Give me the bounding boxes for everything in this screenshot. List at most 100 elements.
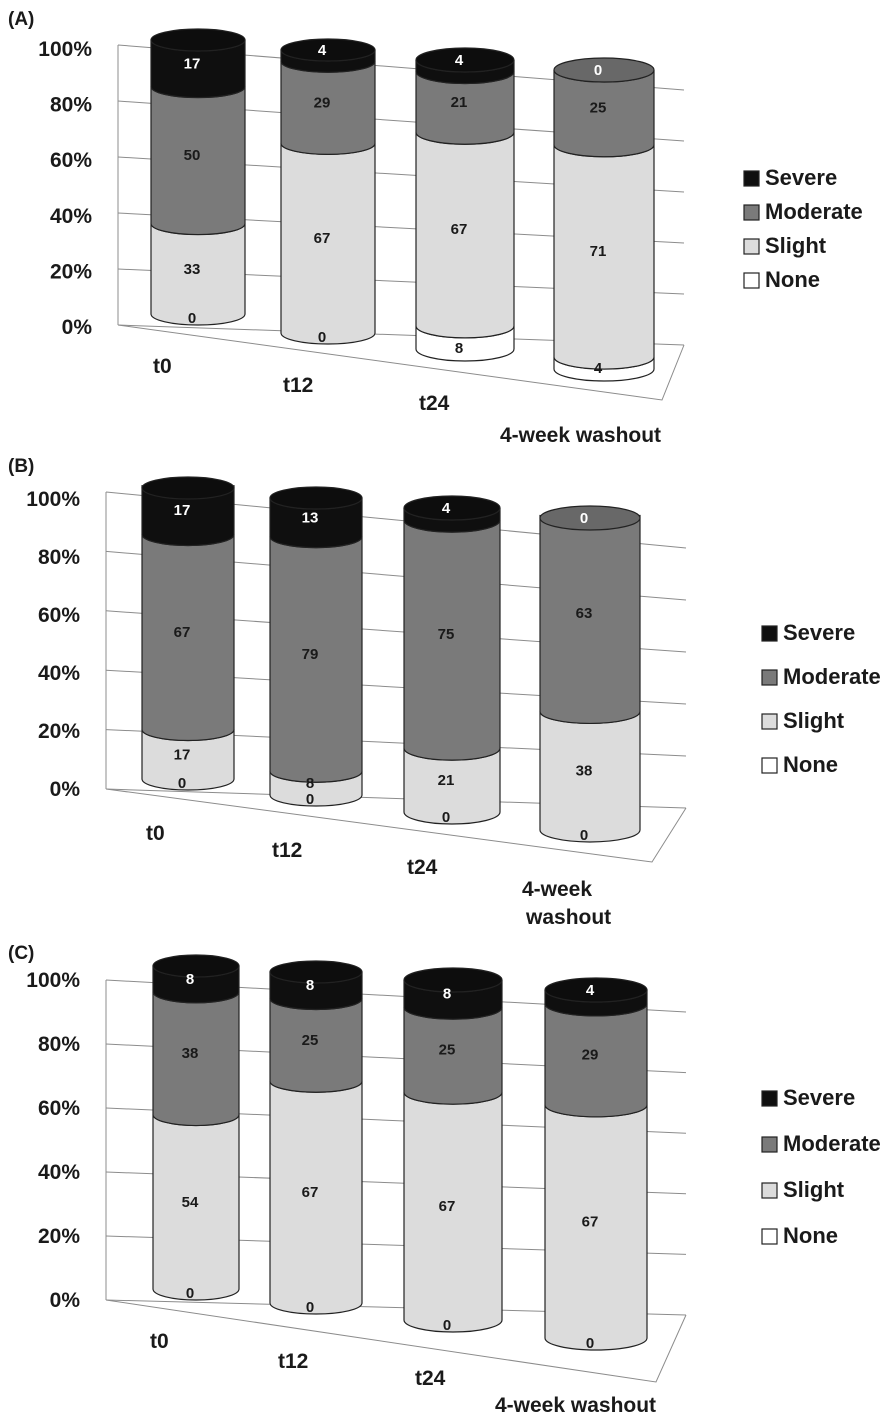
bar-t24: 0 67 25 8	[403, 967, 503, 1334]
y-tick-label: 60%	[38, 1097, 80, 1120]
legend-swatch-none	[761, 1228, 778, 1245]
data-label-none: 0	[178, 775, 186, 792]
legend-label-none: None	[765, 267, 820, 292]
data-label-none: 0	[188, 310, 196, 327]
data-label-slight: 8	[306, 775, 314, 792]
data-label-moderate: 75	[438, 626, 455, 643]
chart-panel-a: (A)0%20%40%60%80%100%0335017067294867214…	[8, 9, 863, 447]
legend-swatch-none	[743, 272, 760, 289]
x-category-label: 4-week washout	[500, 424, 661, 447]
data-label-severe: 13	[302, 509, 319, 526]
legend-swatch-severe	[743, 170, 760, 187]
y-tick-label: 80%	[38, 546, 80, 569]
y-tick-label: 0%	[50, 1289, 81, 1312]
data-label-moderate: 38	[182, 1045, 199, 1062]
legend-swatch-severe	[761, 625, 778, 642]
legend-label-slight: Slight	[765, 233, 827, 258]
floor-edge	[105, 788, 687, 863]
data-label-severe: 17	[184, 55, 201, 72]
x-category-label: t0	[146, 822, 165, 845]
data-label-none: 0	[306, 791, 314, 808]
panel-label: (A)	[8, 9, 34, 30]
data-label-slight: 38	[576, 763, 593, 780]
data-label-severe: 4	[442, 500, 451, 517]
data-label-slight: 67	[439, 1198, 456, 1215]
x-category-label: t24	[407, 856, 438, 879]
data-label-severe: 0	[580, 510, 588, 527]
bar-top-cap	[539, 505, 641, 531]
y-tick-label: 20%	[50, 260, 92, 283]
legend-swatch-none	[761, 757, 778, 774]
legend-swatch-slight	[761, 713, 778, 730]
bar-t24: 0 21 75 4	[403, 495, 501, 826]
y-tick-label: 100%	[38, 38, 92, 61]
bar-top-cap	[280, 38, 376, 62]
data-label-severe: 4	[586, 982, 595, 999]
data-label-none: 0	[442, 809, 450, 826]
x-category-label: 4-week washout	[495, 1394, 656, 1417]
data-label-slight: 33	[184, 261, 201, 278]
y-tick-label: 40%	[38, 1161, 80, 1184]
bar-top-cap	[544, 977, 648, 1003]
legend-label-none: None	[783, 1223, 838, 1248]
legend-swatch-moderate	[761, 669, 778, 686]
y-tick-label: 0%	[50, 778, 81, 801]
bar-top-cap	[269, 960, 363, 984]
legend-label-slight: Slight	[783, 708, 845, 733]
y-tick-label: 80%	[38, 1033, 80, 1056]
data-label-moderate: 63	[576, 605, 593, 622]
data-label-severe: 8	[306, 977, 314, 994]
floor-edge	[117, 324, 685, 401]
data-label-moderate: 25	[439, 1042, 456, 1059]
legend-swatch-moderate	[761, 1136, 778, 1153]
data-label-slight: 17	[174, 746, 191, 763]
data-label-moderate: 29	[582, 1046, 599, 1063]
data-label-none: 4	[594, 360, 603, 377]
bar-t0: 0 33 50 17	[150, 28, 246, 327]
data-label-moderate: 67	[174, 624, 191, 641]
data-label-none: 0	[443, 1317, 451, 1334]
y-tick-label: 100%	[26, 969, 80, 992]
y-tick-label: 60%	[38, 604, 80, 627]
data-label-severe: 17	[174, 502, 191, 519]
bar-t12: 0 67 25 8	[269, 960, 363, 1316]
y-tick-label: 100%	[26, 488, 80, 511]
x-category-label: t12	[278, 1350, 308, 1373]
chart-panel-c: (C)0%20%40%60%80%100%0543880672580672580…	[8, 943, 881, 1417]
x-category-label: t0	[150, 1330, 169, 1353]
data-label-slight: 67	[582, 1213, 599, 1230]
data-label-slight: 71	[590, 243, 607, 260]
data-label-slight: 67	[314, 230, 331, 247]
chart-panel-b: (B)0%20%40%60%80%100%0176717087913021754…	[8, 456, 881, 929]
panel-label: (B)	[8, 456, 34, 477]
data-label-severe: 4	[455, 52, 464, 69]
bar-top-cap	[269, 486, 363, 510]
panel-label: (C)	[8, 943, 34, 964]
y-tick-label: 0%	[62, 316, 93, 339]
legend: Severe Moderate Slight None	[761, 1085, 881, 1248]
legend-swatch-severe	[761, 1090, 778, 1107]
x-category-label: t24	[419, 392, 450, 415]
bar-top-cap	[553, 57, 655, 83]
y-tick-label: 20%	[38, 720, 80, 743]
legend-label-severe: Severe	[765, 165, 837, 190]
data-label-moderate: 29	[314, 94, 331, 111]
y-tick-label: 80%	[50, 94, 92, 117]
data-label-none: 8	[455, 340, 463, 357]
legend-label-severe: Severe	[783, 620, 855, 645]
bar-top-cap	[141, 476, 235, 500]
bar-top-cap	[403, 967, 503, 993]
bar-t0: 0 54 38 8	[152, 954, 240, 1302]
data-label-severe: 8	[443, 986, 451, 1003]
data-label-moderate: 25	[302, 1032, 319, 1049]
data-label-moderate: 25	[590, 99, 607, 116]
data-label-none: 0	[586, 1335, 594, 1352]
bar-4-week-washout: 4 71 25 0	[553, 57, 655, 382]
bar-t12: 0 67 29 4	[280, 38, 376, 346]
data-label-slight: 67	[451, 221, 468, 238]
legend: Severe Moderate Slight None	[743, 165, 863, 292]
y-tick-label: 40%	[38, 662, 80, 685]
data-label-severe: 8	[186, 971, 194, 988]
